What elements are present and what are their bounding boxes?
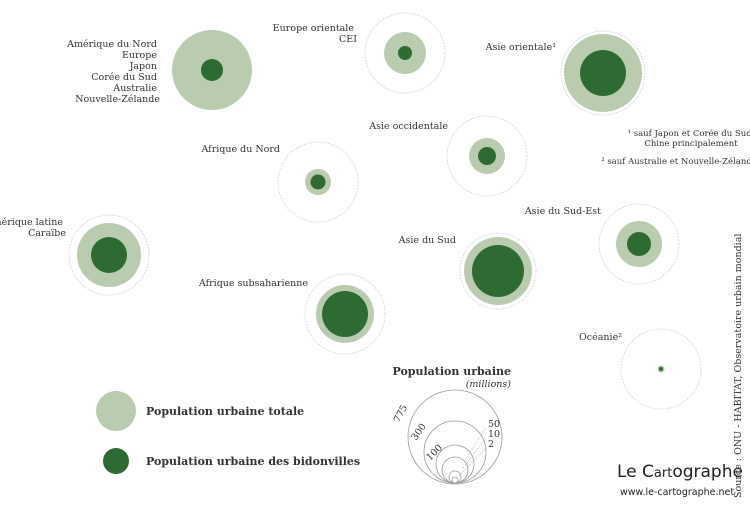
slum-circle <box>201 59 223 81</box>
leader-line <box>464 427 487 461</box>
region-label: Océanie² <box>579 332 622 343</box>
slum-circle <box>310 174 326 190</box>
outer-ring <box>560 30 646 116</box>
footnote-1: ¹ sauf Japon et Corée du Sud Chine princ… <box>628 128 750 149</box>
scale-circle-50 <box>441 456 469 484</box>
region-north-africa: Afrique du Nord <box>200 141 359 223</box>
size-legend-title: Population urbaine <box>392 365 511 378</box>
legend-slum-swatch <box>103 448 129 474</box>
outer-ring <box>277 141 359 223</box>
outer-ring <box>620 328 702 410</box>
brand: Le Cartographe www.le-cartographe.net <box>617 462 743 498</box>
region-south-asia: Asie du Sud <box>398 232 537 310</box>
legend-total-label: Population urbaine totale <box>146 405 304 418</box>
region-eastern-europe: Europe orientale CEI <box>273 12 446 94</box>
region-southeast-asia: Asie du Sud-Est <box>524 203 680 285</box>
size-legend-subtitle: (millions) <box>466 379 512 390</box>
scale-label-10: 10 <box>488 429 500 440</box>
region-label: Asie occidentale <box>368 121 448 132</box>
region-label: Asie orientale¹ <box>485 42 557 53</box>
region-latin-america: Amérique latine Caraïbe <box>0 214 150 296</box>
slum-circle <box>659 367 663 371</box>
footnote-2: ² sauf Australie et Nouvelle-Zélande <box>601 156 750 167</box>
region-oceania: Océanie² <box>579 328 702 410</box>
outer-ring <box>364 12 446 94</box>
scale-label-100: 100 <box>424 443 445 464</box>
size-legend: Population urbaine (millions) 775 300 10… <box>392 365 512 485</box>
region-label: Afrique subsaharienne <box>198 278 308 289</box>
region-label: Afrique du Nord <box>200 144 280 155</box>
slum-circle <box>627 232 651 256</box>
region-developed: Amérique du Nord Europe Japon Corée du S… <box>66 30 252 110</box>
region-label: Asie du Sud <box>398 235 456 246</box>
legend-total-swatch <box>96 391 136 431</box>
brand-url[interactable]: www.le-cartographe.net <box>620 487 734 498</box>
leader-line <box>462 437 487 469</box>
color-legend: Population urbaine totale Population urb… <box>96 391 360 474</box>
outer-ring <box>446 115 528 197</box>
slum-circle <box>478 147 496 165</box>
scale-label-300: 300 <box>409 422 428 443</box>
slum-circle <box>398 46 412 60</box>
region-label: Asie du Sud-Est <box>524 206 601 217</box>
region-east-asia: Asie orientale¹ <box>485 30 646 116</box>
scale-label-775: 775 <box>392 403 410 424</box>
scale-circle-775 <box>407 389 503 485</box>
scale-circle-2 <box>451 476 459 484</box>
brand-logo: Le Cartographe <box>617 462 743 482</box>
region-subsaharan-africa: Afrique subsaharienne <box>198 273 386 355</box>
source-credit: Source : ONU - HABITAT, Observatoire urb… <box>733 234 744 498</box>
outer-ring <box>68 214 150 296</box>
slum-circle <box>91 237 127 273</box>
slum-circle <box>580 50 626 96</box>
region-label: Amérique du Nord Europe Japon Corée du S… <box>66 39 160 105</box>
region-label: Amérique latine Caraïbe <box>0 217 66 239</box>
slum-circle <box>322 291 368 337</box>
slum-circle <box>472 245 524 297</box>
region-western-asia: Asie occidentale <box>368 115 528 197</box>
footnotes: ¹ sauf Japon et Corée du Sud Chine princ… <box>601 128 750 167</box>
leader-line <box>458 447 487 477</box>
outer-ring <box>459 232 537 310</box>
outer-ring <box>598 203 680 285</box>
legend-slum-label: Population urbaine des bidonvilles <box>146 455 360 468</box>
scale-label-2: 2 <box>488 439 494 450</box>
outer-ring <box>304 273 386 355</box>
scale-label-50: 50 <box>488 419 500 430</box>
region-label: Europe orientale CEI <box>273 23 357 45</box>
